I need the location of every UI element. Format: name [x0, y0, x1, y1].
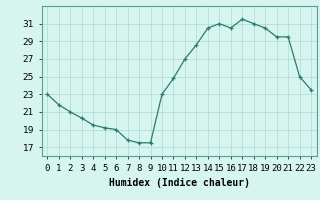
X-axis label: Humidex (Indice chaleur): Humidex (Indice chaleur) — [109, 178, 250, 188]
